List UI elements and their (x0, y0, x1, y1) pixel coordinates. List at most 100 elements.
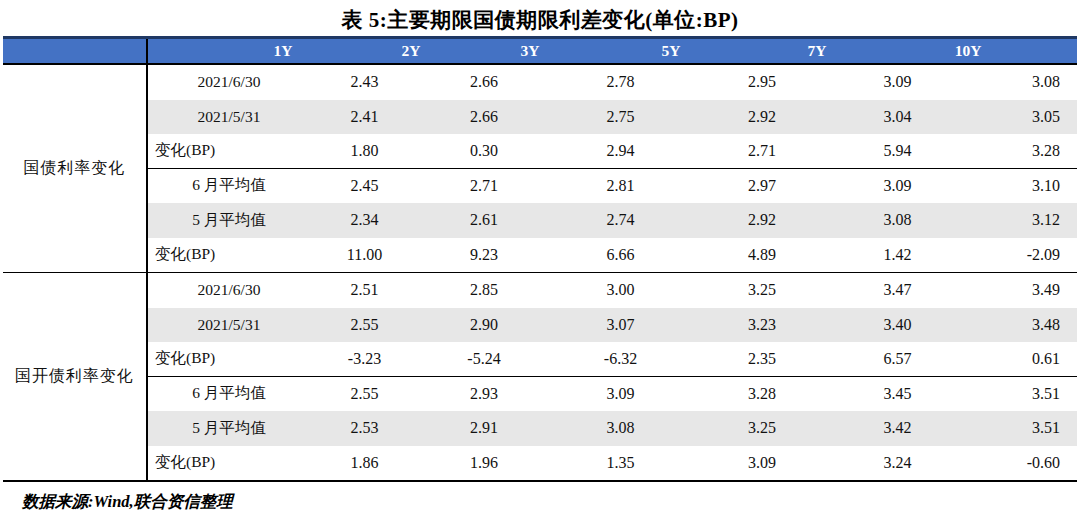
value-cell: 2.78 (549, 65, 692, 100)
row-label-cell: 5 月平均值 (148, 411, 310, 446)
value-cell: 2.35 (692, 342, 832, 376)
value-cell: 2.66 (419, 100, 549, 135)
value-cell: 3.07 (549, 308, 692, 343)
value-cell: 2.90 (419, 308, 549, 343)
value-cell: 3.25 (692, 273, 832, 308)
value-cell: 3.09 (692, 446, 832, 481)
value-cell: 3.25 (692, 411, 832, 446)
value-cell: 6.66 (549, 238, 692, 273)
value-cell: 3.40 (832, 308, 963, 343)
data-source-note: 数据来源:Wind,联合资信整理 (0, 491, 1080, 513)
value-cell: 3.10 (963, 169, 1074, 204)
table-row: 变化(BP)1.861.961.353.093.24-0.60 (148, 446, 1077, 481)
table-row: 5 月平均值2.532.913.083.253.423.51 (148, 411, 1077, 446)
value-cell: 4.89 (692, 238, 832, 273)
table-row: 5 月平均值2.342.612.742.923.083.12 (148, 203, 1077, 238)
value-cell: 3.08 (832, 203, 963, 238)
row-label-cell: 2021/5/31 (148, 308, 310, 343)
value-cell: 2.55 (310, 377, 419, 412)
row-label-cell: 6 月平均值 (148, 169, 310, 204)
table-row: 变化(BP)-3.23-5.24-6.322.356.570.61 (148, 342, 1077, 377)
header-corner-cell (3, 39, 148, 63)
row-label-cell: 变化(BP) (148, 238, 310, 273)
column-header-7y: 7Y (808, 39, 827, 63)
table-row: 6 月平均值2.452.712.812.973.093.10 (148, 169, 1077, 204)
column-header-5y: 5Y (662, 39, 681, 63)
value-cell: 3.45 (832, 377, 963, 412)
value-cell: 2.51 (310, 273, 419, 308)
column-header-2y: 2Y (402, 39, 421, 63)
table-row: 变化(BP)1.800.302.942.715.943.28 (148, 134, 1077, 169)
value-cell: 2.95 (692, 65, 832, 100)
table-row: 2021/6/302.512.853.003.253.473.49 (148, 273, 1077, 308)
value-cell: 0.30 (419, 134, 549, 168)
table-row: 6 月平均值2.552.933.093.283.453.51 (148, 377, 1077, 412)
value-cell: 2.61 (419, 203, 549, 238)
value-cell: 2.91 (419, 411, 549, 446)
value-cell: 3.48 (963, 308, 1074, 343)
value-cell: 3.09 (832, 169, 963, 204)
value-cell: 2.66 (419, 65, 549, 100)
group-label-cell: 国债利率变化 (3, 65, 148, 272)
row-label-cell: 变化(BP) (148, 342, 310, 376)
value-cell: 2.92 (692, 100, 832, 135)
value-cell: 3.08 (549, 411, 692, 446)
value-cell: 2.55 (310, 308, 419, 343)
value-cell: 3.09 (549, 377, 692, 412)
value-cell: 2.71 (419, 169, 549, 204)
value-cell: 11.00 (310, 238, 419, 273)
value-cell: 5.94 (832, 134, 963, 168)
row-label-cell: 5 月平均值 (148, 203, 310, 238)
value-cell: 2.75 (549, 100, 692, 135)
column-header-10y: 10Y (955, 39, 982, 63)
term-spread-table: 1Y2Y3Y5Y7Y10Y 国债利率变化2021/6/302.432.662.7… (3, 36, 1077, 482)
value-cell: 1.86 (310, 446, 419, 481)
value-cell: 3.51 (963, 411, 1074, 446)
value-cell: 2.74 (549, 203, 692, 238)
value-cell: 3.23 (692, 308, 832, 343)
value-cell: 1.96 (419, 446, 549, 481)
value-cell: 3.49 (963, 273, 1074, 308)
value-cell: 2.97 (692, 169, 832, 204)
value-cell: 2.81 (549, 169, 692, 204)
value-cell: -3.23 (310, 342, 419, 376)
value-cell: 2.53 (310, 411, 419, 446)
value-cell: 9.23 (419, 238, 549, 273)
table-header-row: 1Y 2Y 3Y 5Y 7Y 10Y (3, 36, 1077, 65)
value-cell: 2.41 (310, 100, 419, 135)
value-cell: 2.94 (549, 134, 692, 168)
value-cell: 3.42 (832, 411, 963, 446)
value-cell: -5.24 (419, 342, 549, 376)
table-group: 国开债利率变化2021/6/302.512.853.003.253.473.49… (3, 273, 1077, 482)
value-cell: 3.04 (832, 100, 963, 135)
value-cell: 0.61 (963, 342, 1074, 376)
value-cell: 3.28 (963, 134, 1074, 168)
value-cell: 2.85 (419, 273, 549, 308)
row-label-cell: 2021/6/30 (148, 65, 310, 100)
row-label-cell: 变化(BP) (148, 446, 310, 481)
column-header-1y: 1Y (274, 39, 293, 63)
table-row: 2021/5/312.412.662.752.923.043.05 (148, 100, 1077, 135)
value-cell: 3.24 (832, 446, 963, 481)
value-cell: 2.45 (310, 169, 419, 204)
group-label-cell: 国开债利率变化 (3, 273, 148, 480)
value-cell: 2.92 (692, 203, 832, 238)
value-cell: 3.28 (692, 377, 832, 412)
value-cell: 1.35 (549, 446, 692, 481)
table-body: 国债利率变化2021/6/302.432.662.782.953.093.082… (3, 65, 1077, 482)
value-cell: -6.32 (549, 342, 692, 376)
column-header-3y: 3Y (521, 39, 540, 63)
value-cell: 2.71 (692, 134, 832, 168)
value-cell: 1.80 (310, 134, 419, 168)
value-cell: 3.47 (832, 273, 963, 308)
value-cell: -2.09 (963, 238, 1074, 273)
row-label-cell: 2021/6/30 (148, 273, 310, 308)
row-label-cell: 2021/5/31 (148, 100, 310, 135)
value-cell: 3.12 (963, 203, 1074, 238)
value-cell: 2.93 (419, 377, 549, 412)
table-title: 表 5:主要期限国债期限利差变化(单位:BP) (0, 0, 1080, 36)
value-cell: 2.43 (310, 65, 419, 100)
table-row: 变化(BP)11.009.236.664.891.42-2.09 (148, 238, 1077, 273)
table-row: 2021/5/312.552.903.073.233.403.48 (148, 308, 1077, 343)
value-cell: 3.51 (963, 377, 1074, 412)
